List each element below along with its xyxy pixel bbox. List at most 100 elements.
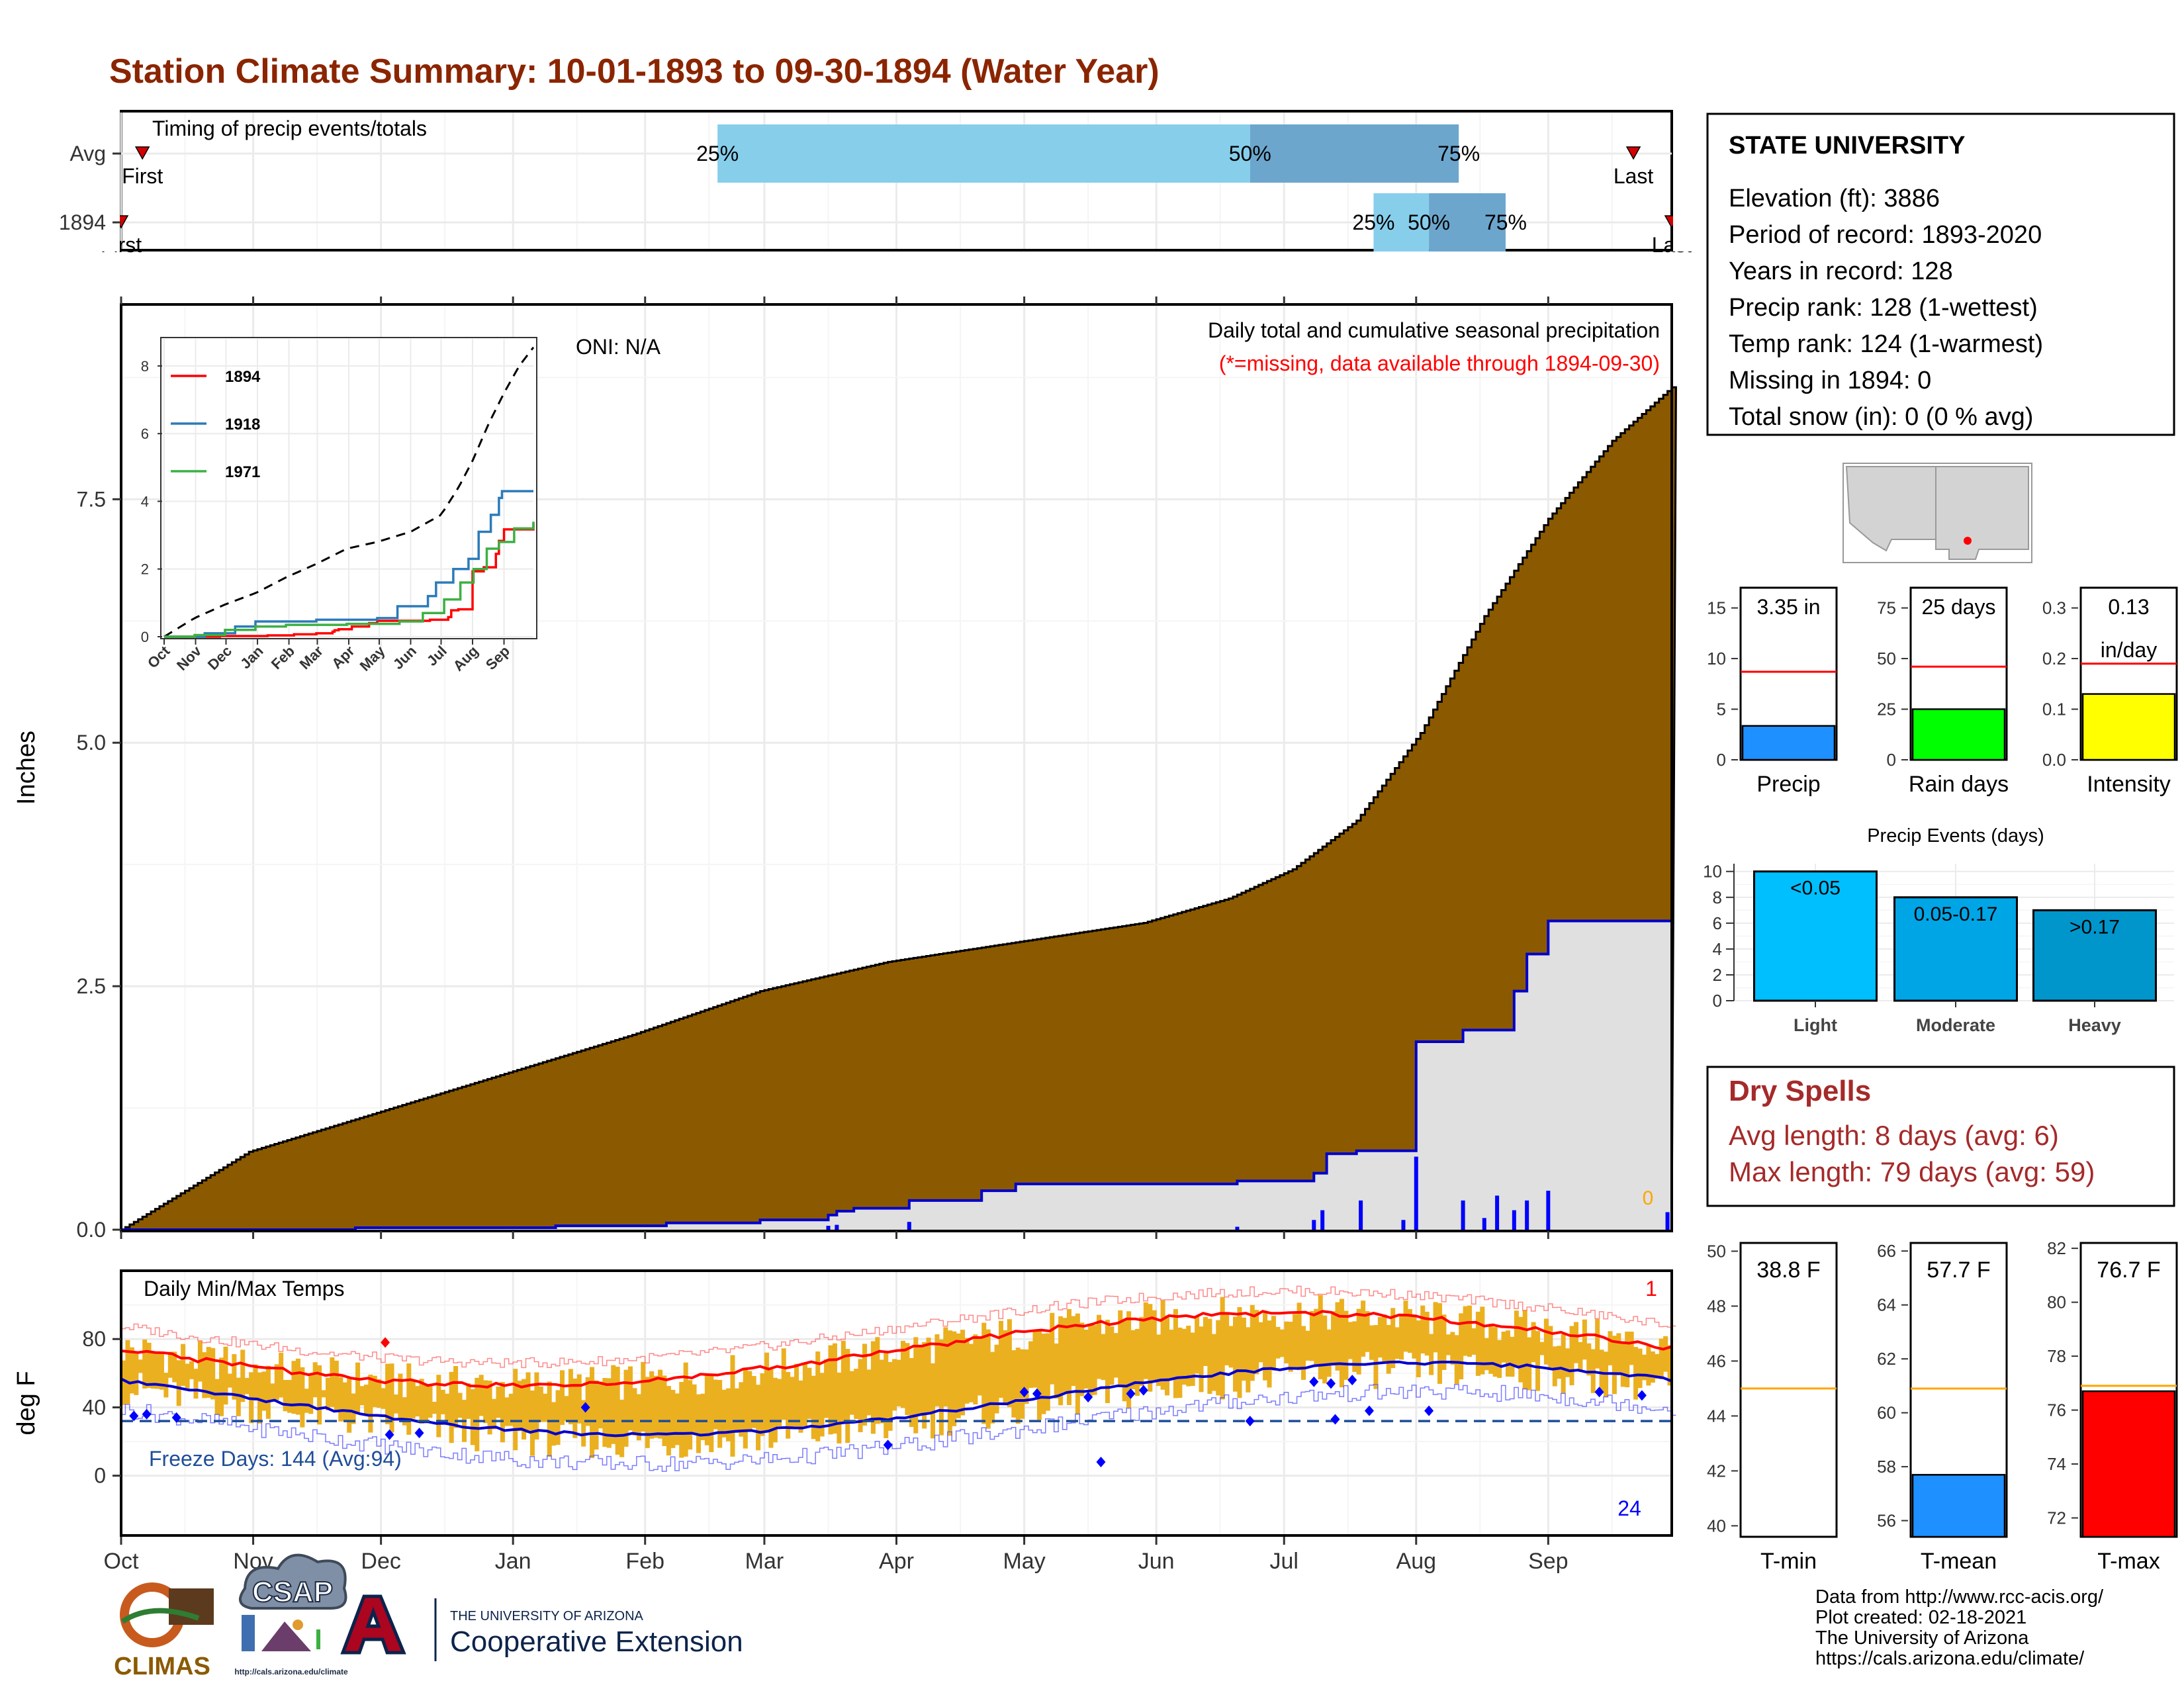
daily-temp-bar xyxy=(304,1389,309,1413)
missing-count: 0 xyxy=(1643,1187,1654,1209)
daily-temp-bar xyxy=(1275,1326,1281,1359)
daily-temp-bar xyxy=(764,1352,769,1432)
dry-spells-box: Dry Spells Avg length: 8 days (avg: 6) M… xyxy=(1706,1066,2175,1207)
daily-temp-bar xyxy=(798,1380,803,1433)
daily-temp-bar xyxy=(1233,1316,1238,1392)
daily-temp-bar xyxy=(632,1388,637,1436)
footer: Data from http://www.rcc-acis.org/Plot c… xyxy=(1815,1586,2104,1669)
daily-temp-bar xyxy=(377,1379,382,1408)
temp-summary-fill xyxy=(1911,1474,2006,1538)
summary-bar-tick-label: 50 xyxy=(1877,649,1896,668)
daily-temp-bar xyxy=(1003,1330,1008,1405)
summary-bar-tick-label: 5 xyxy=(1717,700,1726,719)
daily-temp-bar xyxy=(747,1371,752,1431)
daily-temp-bar xyxy=(1407,1308,1412,1353)
daily-temp-bar xyxy=(1480,1306,1485,1375)
record-low-marker xyxy=(1347,1375,1357,1386)
temp-summary-tick-label: 66 xyxy=(1877,1241,1896,1261)
daily-temp-bar xyxy=(449,1371,454,1443)
daily-temp-bar xyxy=(1045,1333,1050,1411)
timing-last-label: Last xyxy=(1614,164,1654,188)
daily-temp-bar xyxy=(338,1377,343,1422)
record-low-marker xyxy=(1364,1405,1374,1416)
precip-events-bar-label: 0.05-0.17 xyxy=(1914,903,1998,925)
daily-temp-bar xyxy=(943,1327,948,1407)
daily-temp-bar xyxy=(973,1334,978,1405)
daily-temp-bar xyxy=(1377,1316,1383,1358)
footer-line: Data from http://www.rcc-acis.org/ xyxy=(1815,1586,2104,1608)
daily-temp-bar xyxy=(291,1361,296,1414)
precip-events-bar-label: >0.17 xyxy=(2070,916,2120,938)
daily-temp-bar xyxy=(726,1388,731,1441)
daily-temp-bar xyxy=(679,1382,684,1458)
daily-temp-bar xyxy=(900,1340,905,1408)
daily-temp-bar xyxy=(363,1385,369,1416)
daily-temp-bar xyxy=(739,1382,744,1437)
daily-temp-bar xyxy=(1335,1302,1340,1371)
daily-temp-bar xyxy=(470,1389,475,1445)
dry-spells-title: Dry Spells xyxy=(1729,1075,1871,1107)
daily-precip-bar xyxy=(1320,1210,1325,1230)
daily-temp-bar xyxy=(1207,1318,1212,1394)
temp-summary-tick-label: 44 xyxy=(1707,1406,1726,1426)
daily-temp-bar xyxy=(1267,1320,1272,1388)
daily-temp-bar xyxy=(543,1393,548,1422)
daily-temp-bar xyxy=(1616,1333,1621,1375)
daily-temp-bar xyxy=(214,1379,220,1415)
daily-temp-bar xyxy=(1028,1341,1034,1389)
daily-temp-bar xyxy=(1361,1301,1366,1357)
precip-ytick-label: 2.5 xyxy=(77,974,106,998)
inset-ytick-label: 4 xyxy=(141,493,149,510)
daily-temp-bar xyxy=(636,1394,641,1441)
station-info-line: Precip rank: 128 (1-wettest) xyxy=(1729,294,2038,322)
daily-temp-bar xyxy=(508,1393,514,1426)
daily-temp-bar xyxy=(1224,1312,1230,1365)
temp-count-top: 1 xyxy=(1645,1277,1657,1301)
daily-temp-bar xyxy=(1101,1334,1106,1381)
daily-temp-bar xyxy=(129,1347,134,1394)
daily-temp-bar xyxy=(372,1375,377,1407)
daily-temp-bar xyxy=(1105,1320,1110,1403)
daily-temp-bar xyxy=(1399,1314,1404,1360)
summary-bar-tick-label: 0.2 xyxy=(2042,649,2066,668)
daily-temp-bar xyxy=(167,1351,173,1378)
daily-temp-bar xyxy=(1109,1326,1115,1385)
record-low-marker xyxy=(1083,1391,1093,1402)
timing-panel-label: Timing of precip events/totals xyxy=(152,116,427,140)
daily-temp-bar xyxy=(1557,1346,1562,1379)
daily-temp-bar xyxy=(559,1370,565,1425)
temp-summary-value: 76.7 F xyxy=(2097,1257,2160,1283)
daily-temp-bar xyxy=(653,1375,659,1438)
timing-bar-50-75 xyxy=(1429,193,1506,251)
daily-temp-bar xyxy=(952,1331,957,1426)
daily-precip-bar xyxy=(1401,1220,1406,1230)
daily-temp-bar xyxy=(1032,1330,1038,1388)
daily-temp-bar xyxy=(428,1384,433,1418)
daily-temp-bar xyxy=(960,1330,966,1416)
summary-bar-tick-label: 75 xyxy=(1877,598,1896,618)
inset-legend-label: 1894 xyxy=(225,368,261,386)
daily-temp-bar xyxy=(551,1402,557,1446)
daily-temp-bar xyxy=(1305,1330,1310,1361)
month-tick-label: Jan xyxy=(495,1549,531,1574)
ua-big-text: Cooperative Extension xyxy=(450,1625,743,1658)
daily-temp-bar xyxy=(934,1334,940,1406)
daily-temp-bar xyxy=(1505,1330,1511,1377)
daily-temp-bar xyxy=(819,1373,825,1437)
station-info-line: Missing in 1894: 0 xyxy=(1729,367,1931,394)
daily-temp-bar xyxy=(300,1367,305,1428)
daily-temp-bar xyxy=(295,1358,300,1415)
daily-precip-bar xyxy=(1235,1226,1240,1230)
daily-temp-bar xyxy=(786,1371,791,1439)
daily-temp-bar xyxy=(824,1359,829,1418)
daily-precip-bar xyxy=(1512,1210,1516,1230)
daily-temp-bar xyxy=(1011,1350,1017,1418)
daily-temp-bar xyxy=(1663,1336,1668,1372)
daily-temp-bar xyxy=(777,1379,782,1426)
daily-temp-bar xyxy=(1471,1328,1477,1355)
daily-temp-bar xyxy=(334,1360,339,1412)
daily-temp-bar xyxy=(870,1341,876,1434)
timing-clip-right xyxy=(1673,111,1706,251)
temp-summary-bar-t-max: 72 74 76 78 80 82 76.7 F T-max xyxy=(2047,1238,2178,1574)
